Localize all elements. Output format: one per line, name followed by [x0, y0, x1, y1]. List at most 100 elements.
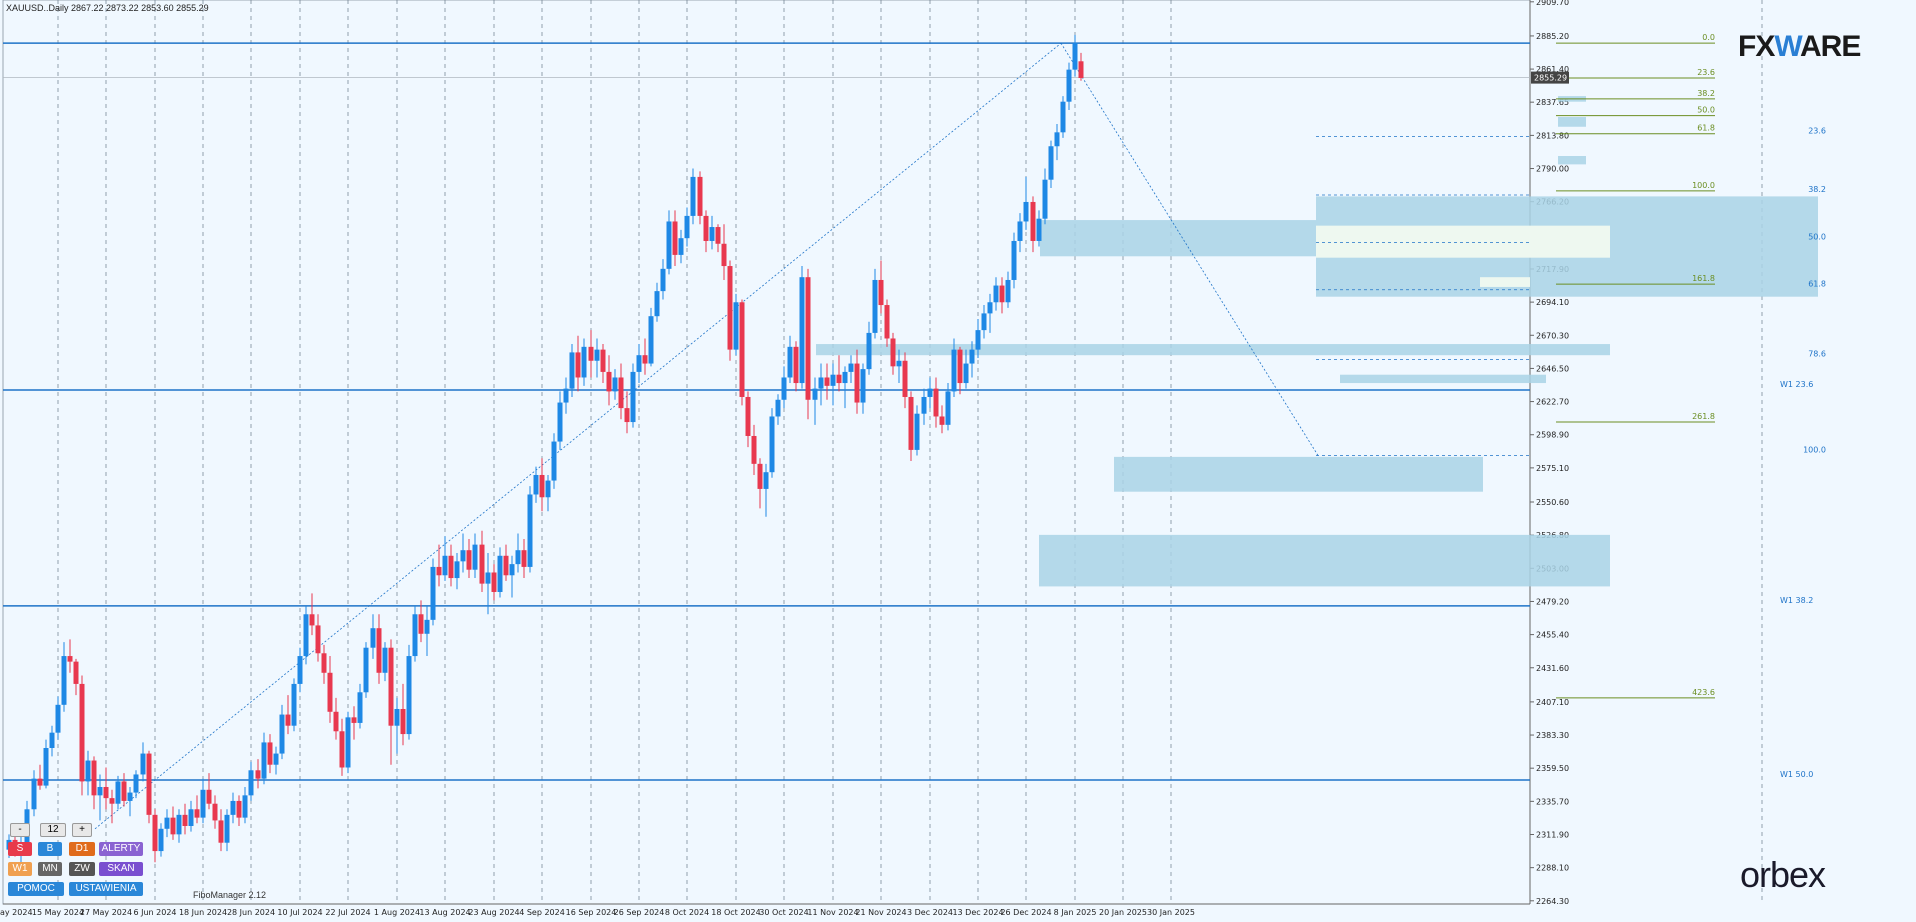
bull-candle: [1017, 221, 1023, 241]
bear-candle: [206, 789, 212, 804]
level-label: W1 50.0: [1780, 770, 1813, 779]
toolbar-button[interactable]: ALERTY: [99, 842, 143, 856]
bear-candle: [152, 814, 158, 852]
bull-candle: [630, 371, 636, 423]
orbex-logo: orbex: [1740, 854, 1826, 895]
toolbar-button[interactable]: USTAWIENIA: [69, 882, 143, 896]
x-tick-label: 18 Oct 2024: [711, 908, 760, 917]
bear-candle: [890, 338, 896, 367]
bull-candle: [363, 647, 369, 693]
bull-candle: [945, 391, 951, 425]
x-tick-label: 26 Dec 2024: [1000, 908, 1051, 917]
toolbar-button[interactable]: D1: [69, 842, 95, 856]
bull-candle: [848, 363, 854, 372]
bull-candle: [382, 647, 388, 673]
toolbar-button[interactable]: W1: [8, 862, 32, 876]
y-tick-label: 2288.10: [1536, 864, 1569, 873]
bear-candle: [999, 285, 1005, 303]
y-tick-label: 2598.90: [1536, 431, 1569, 440]
bear-candle: [121, 781, 127, 801]
bear-candle: [309, 614, 315, 626]
bull-candle: [812, 388, 818, 400]
bear-candle: [503, 555, 509, 576]
x-tick-label: 6 Jun 2024: [133, 908, 176, 917]
toolbar-button[interactable]: +: [72, 823, 92, 837]
toolbar-button[interactable]: 12: [40, 823, 66, 837]
x-tick-label: 21 Nov 2024: [855, 908, 906, 917]
supply-demand-zone: [816, 344, 1610, 356]
bear-candle: [73, 661, 79, 684]
bull-candle: [993, 285, 999, 303]
fib-short-label: 50.0: [1697, 106, 1715, 115]
bear-candle: [285, 714, 291, 726]
bull-candle: [594, 349, 600, 361]
bull-candle: [412, 614, 418, 657]
imbalance-zone: [1480, 277, 1530, 287]
bull-candle: [1011, 240, 1017, 280]
bull-candle: [654, 291, 660, 317]
bull-candle: [242, 795, 248, 818]
bull-candle: [975, 330, 981, 350]
bull-candle: [684, 215, 690, 239]
bear-candle: [878, 279, 884, 306]
bear-candle: [739, 302, 745, 397]
bull-candle: [176, 814, 182, 835]
bear-candle: [327, 672, 333, 712]
toolbar-button[interactable]: POMOC: [8, 882, 64, 896]
bull-candle: [545, 480, 551, 498]
bull-candle: [1023, 201, 1029, 222]
bull-candle: [31, 778, 37, 810]
toolbar-button[interactable]: -: [10, 823, 30, 837]
y-tick-label: 2694.10: [1536, 298, 1569, 307]
bull-candle: [357, 692, 363, 723]
bear-candle: [805, 277, 811, 400]
toolbar-button[interactable]: S: [8, 842, 32, 856]
imbalance-zone: [1316, 225, 1610, 258]
bear-candle: [267, 742, 273, 765]
bear-candle: [339, 731, 345, 768]
bull-candle: [666, 221, 672, 269]
bull-candle: [581, 346, 587, 378]
y-tick-label: 2479.20: [1536, 597, 1569, 606]
y-tick-label: 2407.10: [1536, 698, 1569, 707]
bear-candle: [37, 778, 43, 786]
bear-candle: [103, 786, 109, 799]
current-price-label: 2855.29: [1534, 74, 1567, 83]
bear-candle: [436, 566, 442, 576]
bull-candle: [1036, 218, 1042, 241]
bull-candle: [860, 369, 866, 403]
x-tick-label: 18 Jun 2024: [179, 908, 227, 917]
bull-candle: [775, 399, 781, 417]
toolbar-button[interactable]: MN: [38, 862, 62, 876]
bear-candle: [67, 656, 73, 662]
bull-candle: [921, 396, 927, 414]
bear-candle: [255, 770, 261, 779]
bull-candle: [430, 566, 436, 620]
y-tick-label: 2885.20: [1536, 32, 1569, 41]
bear-candle: [793, 346, 799, 384]
fib-short-label: 61.8: [1697, 124, 1715, 133]
bear-candle: [575, 352, 581, 378]
x-tick-label: 27 May 2024: [80, 908, 132, 917]
bull-candle: [896, 360, 902, 367]
bull-candle: [787, 346, 793, 378]
bear-candle: [642, 355, 648, 364]
supply-demand-zone: [1039, 534, 1610, 587]
bull-candle: [527, 494, 533, 567]
bear-candle: [448, 555, 454, 579]
trendline-major: [94, 42, 1062, 830]
toolbar-button[interactable]: SKAN: [99, 862, 143, 876]
bull-candle: [127, 792, 133, 801]
bull-candle: [248, 770, 254, 796]
x-tick-label: 11 Nov 2024: [807, 908, 858, 917]
bear-candle: [212, 803, 218, 821]
x-tick-label: 15 May 2024: [32, 908, 84, 917]
bull-candle: [345, 717, 351, 768]
toolbar-button[interactable]: ZW: [69, 862, 95, 876]
level-label: W1 38.2: [1780, 596, 1813, 605]
logo-rest: ARE: [1800, 30, 1861, 63]
toolbar-button[interactable]: B: [38, 842, 62, 856]
bear-candle: [757, 463, 763, 489]
bull-candle: [515, 550, 521, 565]
